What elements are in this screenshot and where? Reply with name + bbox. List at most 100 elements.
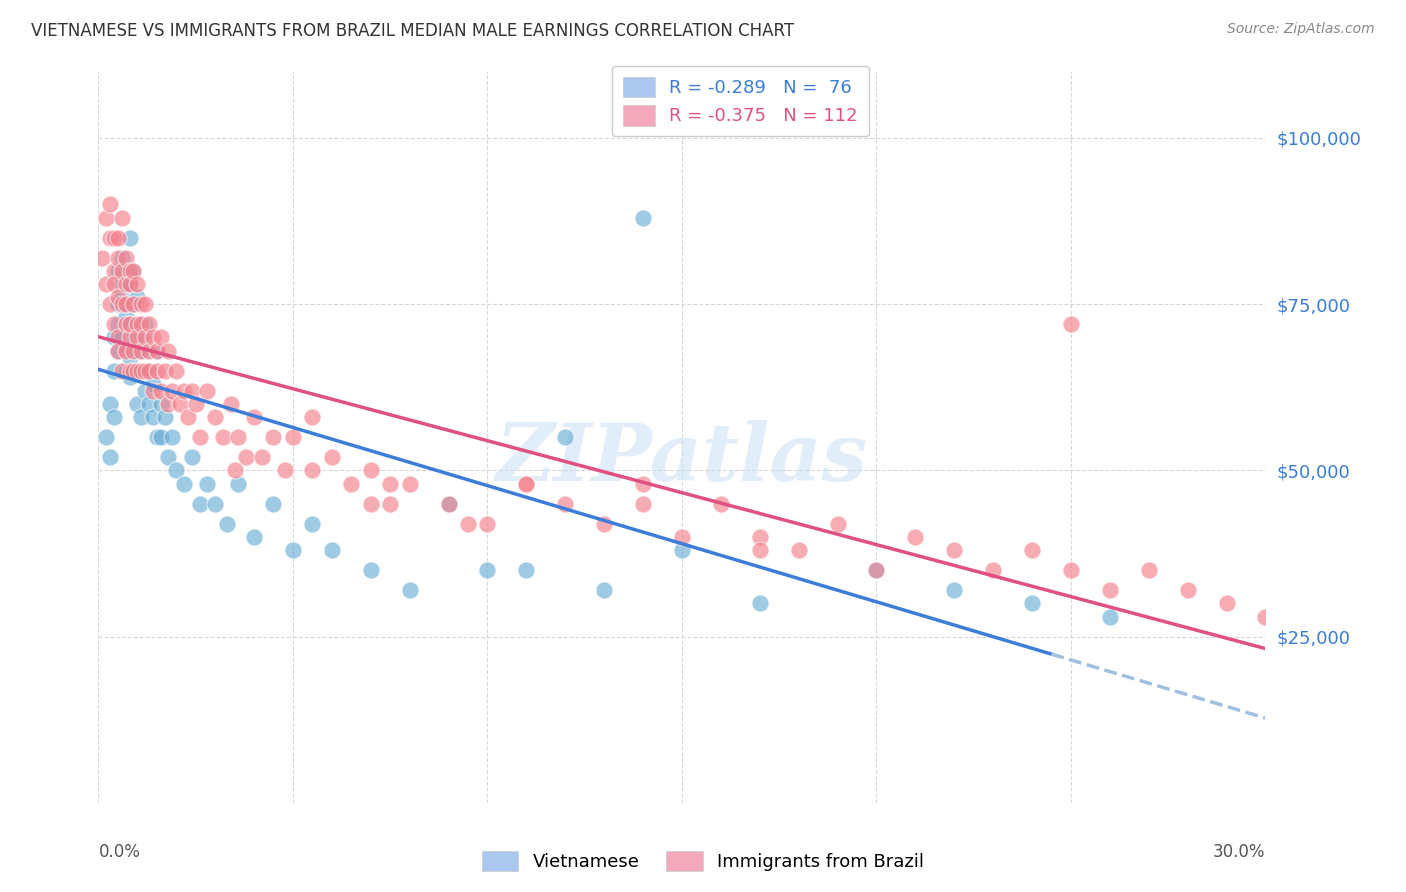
Point <box>243 410 266 425</box>
Point <box>228 476 250 491</box>
Point <box>122 264 145 278</box>
Point <box>111 264 134 278</box>
Point <box>118 264 141 278</box>
Point <box>671 543 693 558</box>
Point <box>127 343 149 358</box>
Point <box>173 476 195 491</box>
Point <box>173 384 195 398</box>
Point <box>122 363 145 377</box>
Point <box>138 397 160 411</box>
Point <box>1021 596 1043 610</box>
Text: VIETNAMESE VS IMMIGRANTS FROM BRAZIL MEDIAN MALE EARNINGS CORRELATION CHART: VIETNAMESE VS IMMIGRANTS FROM BRAZIL MED… <box>31 22 794 40</box>
Point <box>146 343 169 358</box>
Point <box>107 230 129 244</box>
Point <box>111 211 134 225</box>
Point <box>98 230 121 244</box>
Point <box>1137 563 1160 577</box>
Point <box>1098 609 1121 624</box>
Point <box>165 463 187 477</box>
Point <box>103 230 125 244</box>
Point <box>153 363 176 377</box>
Point <box>118 351 141 365</box>
Point <box>149 430 172 444</box>
Point <box>118 317 141 331</box>
Legend: Vietnamese, Immigrants from Brazil: Vietnamese, Immigrants from Brazil <box>475 844 931 879</box>
Point <box>103 264 125 278</box>
Point <box>129 297 152 311</box>
Point <box>98 450 121 464</box>
Point <box>554 497 576 511</box>
Point <box>146 363 169 377</box>
Point <box>107 297 129 311</box>
Point <box>127 317 149 331</box>
Point <box>281 430 304 444</box>
Point <box>274 463 297 477</box>
Point <box>360 563 382 577</box>
Point <box>118 317 141 331</box>
Point <box>162 384 184 398</box>
Point <box>398 582 420 597</box>
Point <box>398 476 420 491</box>
Point <box>134 317 156 331</box>
Point <box>114 310 136 325</box>
Point <box>134 363 156 377</box>
Point <box>103 317 125 331</box>
Point <box>235 450 257 464</box>
Point <box>111 330 134 344</box>
Point <box>157 397 180 411</box>
Point <box>243 530 266 544</box>
Point <box>157 343 180 358</box>
Point <box>1215 596 1237 610</box>
Point <box>114 317 136 331</box>
Point <box>111 290 134 304</box>
Text: Source: ZipAtlas.com: Source: ZipAtlas.com <box>1227 22 1375 37</box>
Point <box>219 397 242 411</box>
Point <box>149 330 172 344</box>
Point <box>118 363 141 377</box>
Point <box>710 497 733 511</box>
Point <box>129 343 152 358</box>
Point <box>122 297 145 311</box>
Point <box>515 476 537 491</box>
Point <box>215 516 238 531</box>
Point <box>103 363 125 377</box>
Point <box>107 330 129 344</box>
Point <box>204 497 226 511</box>
Point <box>169 397 191 411</box>
Point <box>129 317 152 331</box>
Point <box>103 277 125 292</box>
Point <box>107 251 129 265</box>
Point <box>457 516 479 531</box>
Point <box>671 530 693 544</box>
Point <box>177 410 200 425</box>
Point <box>748 596 770 610</box>
Point <box>153 410 176 425</box>
Point <box>827 516 849 531</box>
Point <box>127 363 149 377</box>
Point <box>301 410 323 425</box>
Point <box>380 476 402 491</box>
Point <box>1060 317 1083 331</box>
Point <box>114 264 136 278</box>
Point <box>96 277 118 292</box>
Point <box>437 497 460 511</box>
Point <box>865 563 887 577</box>
Point <box>111 297 134 311</box>
Point <box>114 343 136 358</box>
Point <box>477 516 499 531</box>
Point <box>118 370 141 384</box>
Point <box>134 297 156 311</box>
Point <box>142 410 165 425</box>
Point <box>593 582 616 597</box>
Point <box>146 343 169 358</box>
Point <box>281 543 304 558</box>
Text: 0.0%: 0.0% <box>98 843 141 861</box>
Point <box>224 463 246 477</box>
Point <box>122 363 145 377</box>
Point <box>118 230 141 244</box>
Point <box>134 343 156 358</box>
Point <box>134 384 156 398</box>
Point <box>149 397 172 411</box>
Point <box>195 476 218 491</box>
Point <box>98 297 121 311</box>
